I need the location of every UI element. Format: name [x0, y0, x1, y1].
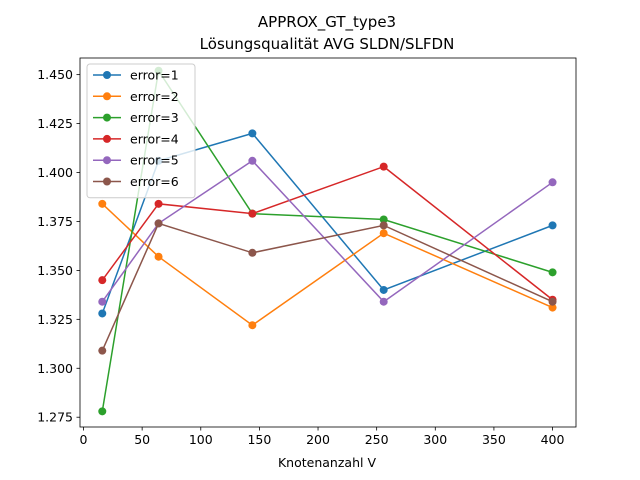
data-point-1-3 [248, 129, 257, 138]
legend-marker-3 [103, 113, 111, 122]
legend-label-5: error=5 [130, 153, 179, 168]
x-tick-label: 100 [189, 432, 213, 447]
y-tick-label: 1.400 [37, 165, 73, 180]
data-point-5-5 [548, 178, 557, 187]
data-point-6-5 [548, 297, 557, 306]
data-point-6-2 [154, 219, 163, 228]
data-point-3-1 [98, 407, 107, 416]
x-tick-label: 50 [134, 432, 150, 447]
legend-marker-4 [103, 134, 111, 143]
x-tick-label: 350 [482, 432, 506, 447]
x-tick-label: 300 [423, 432, 447, 447]
data-point-6-4 [379, 221, 388, 230]
x-axis-label: Knotenanzahl V [278, 455, 376, 470]
data-point-2-5 [548, 303, 557, 312]
series-line-6 [101, 222, 553, 351]
y-tick-label: 1.300 [37, 361, 73, 376]
data-point-2-1 [98, 199, 107, 208]
data-point-2-3 [248, 321, 257, 330]
y-tick-label: 1.425 [37, 116, 73, 131]
legend-box [86, 63, 196, 199]
legend-label-2: error=2 [130, 89, 179, 104]
legend-marker-6 [103, 177, 111, 186]
data-point-5-3 [248, 156, 257, 165]
axes: 0 50 100 150 200 250 300 350 400 1.275 1.300 1.325 1… [37, 57, 577, 447]
data-point-2-2 [154, 252, 163, 261]
legend-label-4: error=4 [130, 131, 179, 146]
chart-subtitle: Lösungsqualität AVG SLDN/SLFDN [200, 35, 455, 53]
legend-marker-2 [103, 92, 111, 101]
legend-marker-5 [103, 156, 111, 165]
x-tick-label: 400 [541, 432, 565, 447]
y-tick-label: 1.275 [37, 410, 73, 425]
y-tick-label: 1.375 [37, 214, 73, 229]
data-point-1-5 [548, 221, 557, 230]
axes-frame [79, 57, 577, 428]
data-point-4-4 [379, 162, 388, 171]
data-point-3-4 [379, 215, 388, 224]
data-point-3-5 [548, 268, 557, 277]
data-point-1-1 [98, 309, 107, 318]
data-point-2-4 [379, 229, 388, 238]
data-point-4-3 [248, 209, 257, 218]
legend-label-6: error=6 [130, 174, 179, 189]
x-tick-label: 250 [365, 432, 389, 447]
data-point-4-2 [154, 199, 163, 208]
y-tick-label: 1.350 [37, 263, 73, 278]
data-point-4-1 [98, 276, 107, 285]
x-tick-label: 200 [306, 432, 330, 447]
y-tick-label: 1.450 [37, 67, 73, 82]
data-point-5-4 [379, 297, 388, 306]
y-tick-label: 1.325 [37, 312, 73, 327]
data-point-6-1 [98, 346, 107, 355]
legend: error=1 error=2 error=3 error=4 error=5 error… [86, 63, 196, 199]
x-tick-label: 0 [80, 432, 88, 447]
data-point-1-4 [379, 285, 388, 294]
data-point-5-1 [98, 297, 107, 306]
legend-label-1: error=1 [130, 68, 179, 83]
data-point-6-3 [248, 248, 257, 257]
x-tick-label: 150 [247, 432, 271, 447]
chart-title: APPROX_GT_type3 [258, 13, 396, 32]
legend-label-3: error=3 [130, 110, 179, 125]
legend-marker-1 [103, 71, 111, 79]
